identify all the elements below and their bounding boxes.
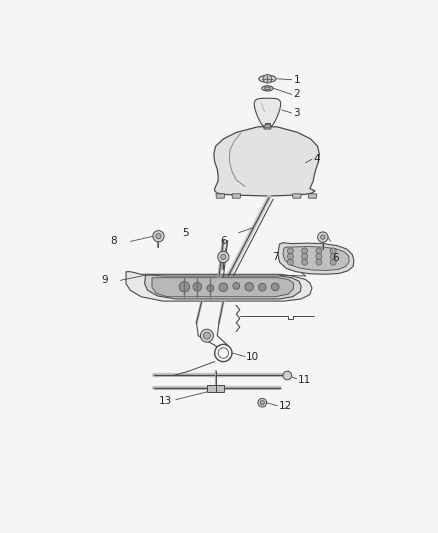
Circle shape — [330, 259, 336, 265]
Polygon shape — [152, 278, 293, 297]
Circle shape — [330, 254, 336, 260]
Circle shape — [302, 259, 307, 265]
Polygon shape — [254, 98, 281, 128]
Ellipse shape — [262, 86, 273, 91]
Text: 8: 8 — [110, 237, 117, 246]
Circle shape — [193, 282, 202, 291]
Text: 7: 7 — [272, 252, 279, 262]
Circle shape — [153, 231, 164, 242]
Text: 2: 2 — [293, 90, 300, 99]
Text: 10: 10 — [246, 352, 259, 362]
Circle shape — [283, 371, 292, 380]
Polygon shape — [207, 385, 224, 392]
Text: 3: 3 — [293, 108, 300, 118]
Circle shape — [233, 282, 240, 289]
Circle shape — [287, 248, 293, 254]
Polygon shape — [216, 194, 225, 198]
Circle shape — [271, 283, 279, 290]
Ellipse shape — [265, 87, 270, 90]
Circle shape — [321, 235, 325, 239]
Circle shape — [179, 281, 190, 292]
Ellipse shape — [259, 75, 276, 82]
Polygon shape — [308, 194, 317, 198]
Circle shape — [245, 282, 254, 291]
Text: 6: 6 — [332, 253, 339, 263]
Circle shape — [316, 259, 322, 265]
Circle shape — [316, 254, 322, 260]
Text: 9: 9 — [101, 276, 108, 285]
Polygon shape — [232, 194, 240, 198]
Circle shape — [258, 284, 266, 291]
Circle shape — [302, 254, 307, 260]
Circle shape — [302, 248, 307, 254]
Circle shape — [219, 283, 228, 292]
Circle shape — [207, 285, 214, 292]
Circle shape — [218, 252, 229, 263]
Circle shape — [260, 401, 265, 405]
Circle shape — [203, 332, 210, 339]
Circle shape — [221, 254, 226, 260]
Polygon shape — [265, 123, 270, 126]
Text: 11: 11 — [298, 375, 311, 385]
Text: 12: 12 — [279, 401, 292, 411]
Circle shape — [330, 248, 336, 254]
Circle shape — [316, 248, 322, 254]
Polygon shape — [126, 272, 312, 301]
Ellipse shape — [264, 125, 271, 127]
Polygon shape — [278, 243, 354, 274]
Circle shape — [318, 232, 328, 243]
Polygon shape — [293, 194, 301, 198]
Circle shape — [287, 259, 293, 265]
Polygon shape — [214, 127, 319, 196]
Circle shape — [258, 398, 267, 407]
Circle shape — [201, 329, 213, 342]
Text: 1: 1 — [293, 75, 300, 85]
Circle shape — [263, 75, 272, 83]
Text: 6: 6 — [220, 236, 226, 246]
Polygon shape — [145, 275, 301, 299]
Circle shape — [156, 233, 161, 239]
Text: 5: 5 — [183, 228, 189, 238]
Circle shape — [287, 254, 293, 260]
Text: 4: 4 — [313, 154, 320, 164]
Polygon shape — [283, 247, 349, 270]
Text: 13: 13 — [159, 397, 172, 407]
Polygon shape — [264, 126, 271, 129]
